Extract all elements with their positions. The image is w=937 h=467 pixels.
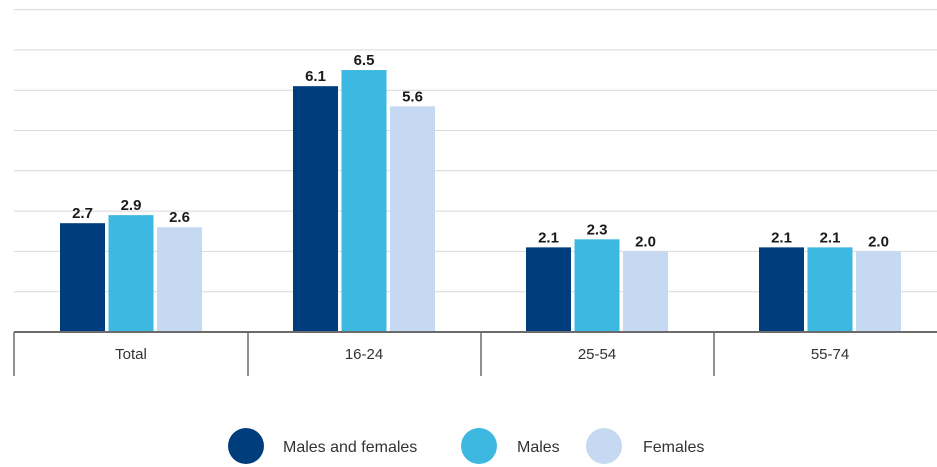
data-label: 2.0 <box>635 233 656 250</box>
data-label: 2.0 <box>868 233 889 250</box>
x-tick-label: 55-74 <box>811 346 849 363</box>
bar <box>759 247 804 332</box>
x-tick-label: 25-54 <box>578 346 616 363</box>
legend-marker <box>228 428 264 464</box>
x-tick-label: Total <box>115 346 147 363</box>
data-label: 6.5 <box>354 52 375 69</box>
data-label: 6.1 <box>305 68 326 85</box>
bar <box>60 223 105 332</box>
data-label: 5.6 <box>402 88 423 105</box>
bar <box>807 247 853 332</box>
bar <box>574 239 620 332</box>
legend-marker <box>461 428 497 464</box>
x-tick-label: 16-24 <box>345 346 383 363</box>
data-label: 2.7 <box>72 205 93 222</box>
bar <box>293 86 338 332</box>
bar <box>341 70 387 333</box>
legend-marker <box>586 428 622 464</box>
legend-label: Males <box>517 439 560 456</box>
legend-label: Males and females <box>283 439 417 456</box>
data-label: 2.3 <box>587 221 608 238</box>
bar <box>856 251 901 332</box>
data-label: 2.1 <box>771 229 792 246</box>
bar <box>623 251 668 332</box>
data-label: 2.9 <box>121 197 142 214</box>
bar <box>390 106 435 332</box>
legend-label: Females <box>643 439 704 456</box>
bar <box>108 215 154 332</box>
bar <box>157 227 202 332</box>
data-label: 2.1 <box>820 229 841 246</box>
bar <box>526 247 571 332</box>
data-label: 2.6 <box>169 209 190 226</box>
data-label: 2.1 <box>538 229 559 246</box>
